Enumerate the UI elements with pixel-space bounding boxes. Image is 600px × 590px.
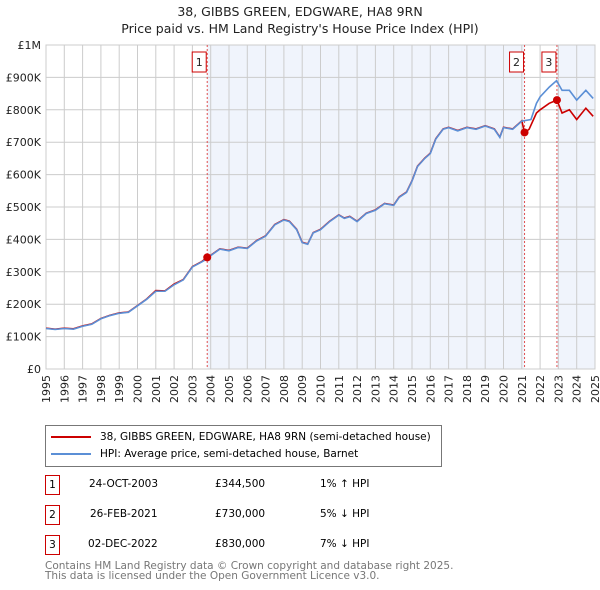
sale-label-box bbox=[541, 51, 557, 73]
y-tick-label: £600K bbox=[6, 169, 42, 182]
sale-point bbox=[520, 128, 529, 137]
footer: Contains HM Land Registry data © Crown c… bbox=[45, 560, 454, 582]
y-tick-label: £300K bbox=[6, 266, 42, 279]
x-tick-label: 2025 bbox=[589, 375, 600, 403]
x-tick-label: 2015 bbox=[406, 375, 419, 403]
sale-point bbox=[203, 253, 212, 262]
footer-line: This data is licensed under the Open Gov… bbox=[45, 570, 380, 582]
plot-area: £0 £100K £200K £300K £400K £500K £600K £700K £80… bbox=[6, 39, 600, 403]
x-tick-label: 2014 bbox=[388, 375, 401, 403]
y-tick-label: £700K bbox=[6, 136, 42, 149]
x-tick-label: 2024 bbox=[571, 375, 584, 403]
legend: 38, GIBBS GREEN, EDGWARE, HA8 9RN (semi-… bbox=[45, 425, 442, 467]
sale-label: 1 bbox=[196, 56, 203, 69]
x-tick-label: 2006 bbox=[241, 375, 254, 403]
sale-point bbox=[552, 96, 561, 105]
x-tick-label: 2013 bbox=[369, 375, 382, 403]
x-tick-label: 2010 bbox=[315, 375, 328, 403]
y-tick-label: £0 bbox=[27, 363, 41, 376]
x-tick-label: 2003 bbox=[186, 375, 199, 403]
sale-hpi: 7% ↓ HPI bbox=[320, 538, 370, 550]
y-tick-label: £500K bbox=[6, 201, 42, 214]
sale-label: 2 bbox=[513, 56, 520, 69]
sale-date: 02-DEC-2022 bbox=[88, 538, 158, 550]
x-tick-label: 2005 bbox=[223, 375, 236, 403]
sale-row: 1 24-OCT-2003 £344,500 1% ↑ HPI bbox=[45, 475, 465, 495]
legend-swatch-property bbox=[51, 436, 91, 438]
sale-price: £730,000 bbox=[215, 508, 266, 520]
x-tick-label: 2019 bbox=[479, 375, 492, 403]
sale-price: £344,500 bbox=[215, 478, 266, 490]
y-tick-label: £400K bbox=[6, 233, 42, 246]
x-tick-label: 2011 bbox=[333, 375, 346, 403]
plot-border bbox=[45, 44, 596, 370]
y-tick-label: £900K bbox=[6, 71, 42, 84]
chart-subtitle: Price paid vs. HM Land Registry's House … bbox=[121, 21, 479, 36]
x-tick-label: 2001 bbox=[150, 375, 163, 403]
x-tick-label: 2020 bbox=[498, 375, 511, 403]
sale-row: 2 26-FEB-2021 £730,000 5% ↓ HPI bbox=[45, 505, 465, 525]
footer-line: Contains HM Land Registry data © Crown c… bbox=[45, 560, 454, 572]
sale-badge: 2 bbox=[45, 505, 60, 525]
x-tick-label: 2004 bbox=[205, 375, 218, 403]
legend-swatch-hpi bbox=[51, 453, 91, 455]
x-tick-label: 1997 bbox=[77, 375, 90, 403]
x-tick-label: 2000 bbox=[132, 375, 145, 403]
x-tick-label: 2016 bbox=[424, 375, 437, 403]
x-tick-label: 2022 bbox=[534, 375, 547, 403]
sale-hpi: 5% ↓ HPI bbox=[320, 508, 370, 520]
chart-title: 38, GIBBS GREEN, EDGWARE, HA8 9RN bbox=[177, 4, 423, 19]
legend-label-hpi: HPI: Average price, semi-detached house,… bbox=[100, 448, 359, 460]
sale-badge: 3 bbox=[45, 535, 60, 555]
y-tick-label: £1M bbox=[18, 39, 42, 52]
x-tick-label: 2018 bbox=[461, 375, 474, 403]
sale-price: £830,000 bbox=[215, 538, 266, 550]
x-tick-label: 2017 bbox=[443, 375, 456, 403]
sale-date: 26-FEB-2021 bbox=[90, 508, 158, 520]
sale-label: 3 bbox=[545, 56, 552, 69]
sale-label-box bbox=[509, 51, 525, 73]
x-tick-label: 1995 bbox=[40, 375, 53, 403]
x-tick-label: 2012 bbox=[351, 375, 364, 403]
x-tick-label: 1996 bbox=[58, 375, 71, 403]
y-tick-label: £200K bbox=[6, 298, 42, 311]
series-line bbox=[45, 79, 594, 331]
sale-row: 3 02-DEC-2022 £830,000 7% ↓ HPI bbox=[45, 535, 465, 555]
x-tick-label: 2007 bbox=[260, 375, 273, 403]
x-tick-label: 2021 bbox=[516, 375, 529, 403]
sale-badge: 1 bbox=[45, 475, 60, 495]
y-tick-label: £800K bbox=[6, 104, 42, 117]
y-tick-label: £100K bbox=[6, 331, 42, 344]
x-tick-label: 1998 bbox=[95, 375, 108, 403]
legend-label-property: 38, GIBBS GREEN, EDGWARE, HA8 9RN (semi-… bbox=[100, 431, 431, 443]
sale-hpi: 1% ↑ HPI bbox=[320, 478, 370, 490]
x-tick-label: 2002 bbox=[168, 375, 181, 403]
x-tick-label: 1999 bbox=[113, 375, 126, 403]
sale-date: 24-OCT-2003 bbox=[89, 478, 158, 490]
x-tick-label: 2009 bbox=[296, 375, 309, 403]
sale-label-box bbox=[191, 51, 207, 73]
x-tick-label: 2023 bbox=[552, 375, 565, 403]
x-tick-label: 2008 bbox=[278, 375, 291, 403]
